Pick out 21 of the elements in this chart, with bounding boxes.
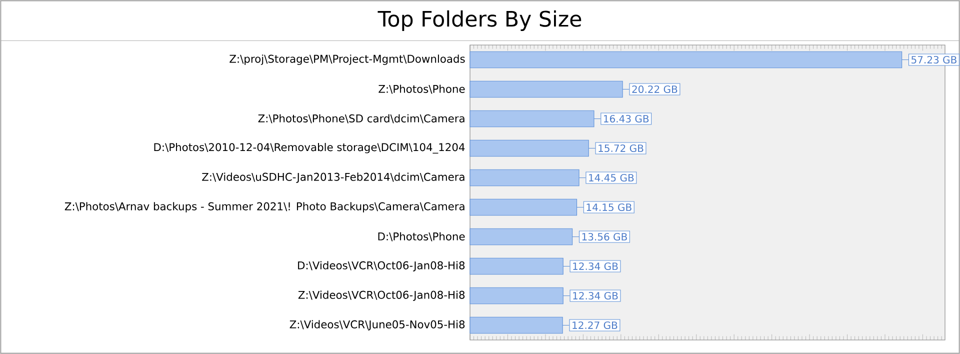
data-label: 14.45 GB	[589, 174, 634, 182]
y-tick-label: Z:\Photos\Phone\SD card\dcim\Camera	[258, 114, 464, 124]
y-tick-label: Z:\proj\Storage\PM\Project-Mgmt\Downloads	[230, 54, 465, 65]
y-tick-label: Z:\Videos\uSDHC-Jan2013-Feb2014\dcim\Camera	[202, 172, 464, 183]
data-label: 20.22 GB	[632, 85, 678, 94]
data-label: 13.56 GB	[582, 232, 627, 241]
data-label: 14.15 GB	[586, 203, 632, 212]
data-label: 12.34 GB	[573, 292, 618, 300]
data-label: 12.27 GB	[572, 321, 618, 330]
data-label: 57.23 GB	[912, 56, 956, 64]
y-tick-label: Z:\Videos\VCR\June05-Nov05-Hi8	[290, 320, 465, 330]
y-tick-label: Z:\Photos\Phone	[378, 84, 465, 94]
data-label: 12.34 GB	[573, 262, 618, 270]
data-label: 16.43 GB	[604, 114, 649, 123]
y-tick-label: Z:\Videos\VCR\Oct06-Jan08-Hi8	[298, 290, 465, 301]
y-tick-label: Z:\Photos\Arnav backups - Summer 2021\! Photo Backups\Camera\Camera	[64, 202, 464, 212]
y-tick-label: D:\Photos\2010-12-04\Removable storage\DCIM\104_1204	[154, 142, 465, 154]
y-tick-label: D:\Photos\Phone	[378, 232, 465, 242]
data-label: 15.72 GB	[598, 144, 644, 152]
y-tick-label: D:\Videos\VCR\Oct06-Jan08-Hi8	[298, 261, 465, 272]
chart-title: Top Folders By Size	[378, 10, 582, 31]
